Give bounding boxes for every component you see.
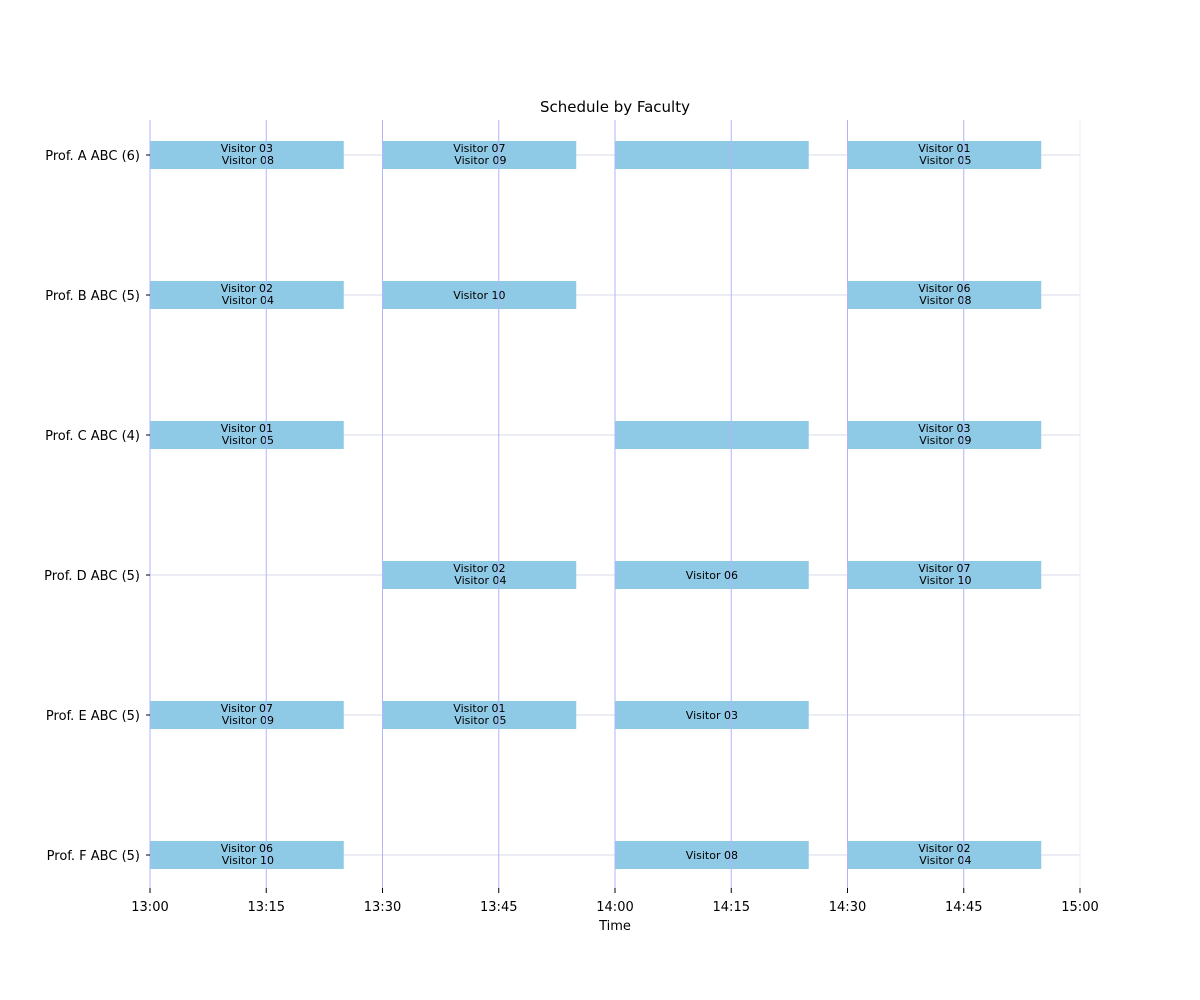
visitor-label: Visitor 06 bbox=[686, 569, 738, 582]
visitor-label: Visitor 06 bbox=[918, 282, 970, 295]
y-tick-label: Prof. D ABC (5) bbox=[44, 569, 140, 584]
visitor-label: Visitor 03 bbox=[686, 709, 738, 722]
schedule-bar bbox=[382, 561, 577, 589]
schedule-bar bbox=[847, 421, 1042, 449]
visitor-label: Visitor 03 bbox=[221, 142, 273, 155]
y-tick-label: Prof. C ABC (4) bbox=[45, 429, 140, 444]
schedule-bar bbox=[150, 701, 344, 729]
schedule-bar bbox=[150, 281, 344, 309]
visitor-label: Visitor 03 bbox=[918, 422, 970, 435]
schedule-bar bbox=[615, 421, 809, 449]
schedule-bar bbox=[615, 561, 809, 589]
visitor-label: Visitor 04 bbox=[454, 574, 506, 587]
visitor-label: Visitor 09 bbox=[222, 714, 274, 727]
visitor-label: Visitor 10 bbox=[453, 289, 505, 302]
schedule-bar bbox=[847, 561, 1042, 589]
schedule-bar bbox=[382, 141, 577, 169]
visitor-label: Visitor 08 bbox=[686, 849, 738, 862]
visitor-label: Visitor 10 bbox=[222, 854, 274, 867]
x-tick-label: 13:00 bbox=[131, 900, 168, 915]
x-tick-label: 14:30 bbox=[829, 900, 866, 915]
schedule-bar bbox=[615, 141, 809, 169]
visitor-label: Visitor 02 bbox=[221, 282, 273, 295]
axis-layer: Prof. A ABC (6) Prof. B ABC (5) Prof. C AB… bbox=[44, 120, 1099, 915]
schedule-bar bbox=[615, 701, 809, 729]
visitor-label: Visitor 07 bbox=[918, 562, 970, 575]
visitor-label: Visitor 07 bbox=[453, 142, 505, 155]
x-axis-label: Time bbox=[598, 919, 631, 934]
visitor-label: Visitor 05 bbox=[222, 434, 274, 447]
visitor-label: Visitor 07 bbox=[221, 702, 273, 715]
visitor-label: Visitor 02 bbox=[453, 562, 505, 575]
chart-title: Schedule by Faculty bbox=[540, 98, 690, 116]
visitor-label: Visitor 01 bbox=[221, 422, 273, 435]
visitor-label: Visitor 01 bbox=[918, 142, 970, 155]
schedule-bar bbox=[150, 421, 344, 449]
schedule-bar bbox=[847, 841, 1042, 869]
x-tick-label: 13:45 bbox=[480, 900, 517, 915]
visitor-label: Visitor 09 bbox=[454, 154, 506, 167]
visitor-label: Visitor 08 bbox=[919, 294, 971, 307]
schedule-bar bbox=[847, 281, 1042, 309]
visitor-label: Visitor 05 bbox=[454, 714, 506, 727]
x-tick-label: 15:00 bbox=[1061, 900, 1098, 915]
visitor-label: Visitor 06 bbox=[221, 842, 273, 855]
schedule-bar bbox=[382, 701, 577, 729]
visitor-label: Visitor 05 bbox=[919, 154, 971, 167]
x-tick-label: 14:00 bbox=[596, 900, 633, 915]
visitor-label: Visitor 09 bbox=[919, 434, 971, 447]
schedule-bar bbox=[847, 141, 1042, 169]
y-tick-label: Prof. E ABC (5) bbox=[46, 709, 140, 724]
schedule-bar bbox=[382, 281, 577, 309]
visitor-label: Visitor 02 bbox=[918, 842, 970, 855]
schedule-bar bbox=[150, 141, 344, 169]
y-tick-label: Prof. B ABC (5) bbox=[45, 289, 140, 304]
visitor-label: Visitor 01 bbox=[453, 702, 505, 715]
visitor-label: Visitor 08 bbox=[222, 154, 274, 167]
y-tick-label: Prof. A ABC (6) bbox=[45, 149, 140, 164]
x-tick-label: 14:15 bbox=[713, 900, 750, 915]
x-tick-label: 13:30 bbox=[364, 900, 401, 915]
y-tick-label: Prof. F ABC (5) bbox=[47, 849, 140, 864]
visitor-label: Visitor 04 bbox=[222, 294, 274, 307]
x-tick-label: 13:15 bbox=[248, 900, 285, 915]
visitor-label: Visitor 10 bbox=[919, 574, 971, 587]
x-tick-label: 14:45 bbox=[945, 900, 982, 915]
visitor-label: Visitor 04 bbox=[919, 854, 971, 867]
schedule-bar bbox=[615, 841, 809, 869]
schedule-bar bbox=[150, 841, 344, 869]
